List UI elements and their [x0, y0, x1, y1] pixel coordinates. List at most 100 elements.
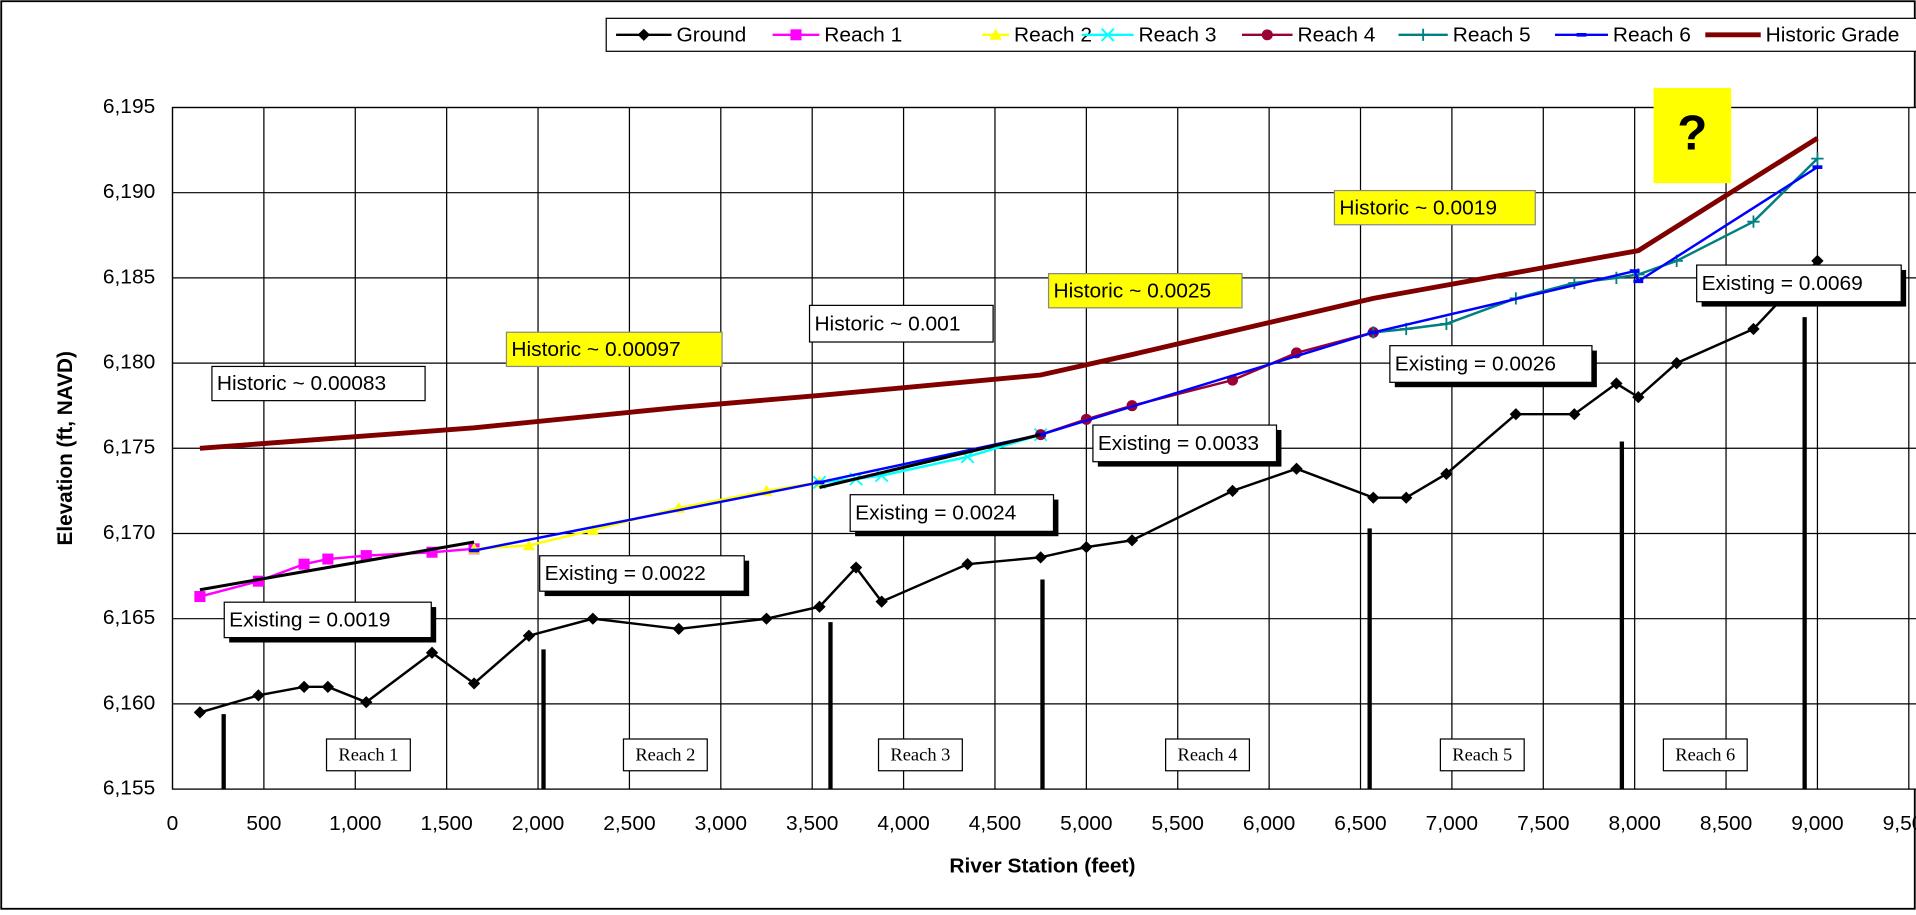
legend-label: Reach 2	[1014, 24, 1092, 47]
y-tick-label: 6,185	[103, 265, 155, 288]
marker	[252, 575, 264, 587]
marker	[1812, 165, 1823, 169]
marker	[1576, 32, 1587, 37]
x-tick-label: 0	[167, 812, 179, 835]
y-tick-label: 6,155	[103, 777, 155, 800]
annotation-box	[223, 601, 432, 639]
x-tick-label: 6,500	[1334, 812, 1386, 835]
trend-line	[819, 433, 1042, 489]
marker	[1367, 491, 1380, 504]
x-tick-label: 2,000	[512, 812, 564, 835]
marker	[1034, 551, 1047, 564]
marker	[1670, 356, 1683, 370]
marker	[1100, 28, 1115, 42]
x-tick-label: 1,500	[420, 812, 472, 835]
marker	[989, 28, 1002, 40]
marker	[252, 689, 265, 702]
legend-label: Ground	[676, 24, 746, 47]
marker	[522, 629, 536, 642]
annotation: Historic ~ 0.00097	[511, 338, 680, 361]
reach-label: Reach 3	[890, 744, 950, 764]
x-tick-label: 3,500	[786, 812, 838, 835]
x-tick-label: 7,500	[1517, 812, 1569, 835]
x-tick-label: 2,500	[603, 812, 655, 835]
annotation: Existing = 0.0069	[1702, 272, 1863, 295]
marker	[1811, 152, 1824, 165]
marker	[1261, 29, 1273, 41]
annotation-box	[1333, 189, 1536, 226]
annotation: ?	[1677, 107, 1707, 161]
legend: Ground Reach 1 Reach 2 Reach 3 Reach 4 Reach …	[605, 17, 1916, 52]
x-tick-label: 7,000	[1426, 812, 1478, 835]
marker	[1440, 467, 1453, 480]
annotation: Historic ~ 0.0025	[1053, 279, 1211, 302]
legend-label: Reach 5	[1453, 24, 1531, 47]
marker	[194, 591, 206, 603]
annotation-box	[539, 555, 745, 592]
x-tick-label: 500	[246, 812, 281, 835]
marker	[1290, 462, 1303, 475]
y-axis-label: Elevation (ft, NAVD)	[54, 351, 77, 545]
marker	[360, 550, 372, 562]
x-tick-label: 8,000	[1608, 812, 1660, 835]
x-tick-label: 6,000	[1243, 812, 1295, 835]
marker	[297, 680, 311, 693]
marker	[522, 539, 536, 551]
y-tick-label: 6,190	[103, 180, 155, 203]
reach-label-box	[877, 738, 963, 772]
reach-label-box	[622, 738, 708, 772]
y-tick-label: 6,165	[103, 606, 155, 629]
marker	[1416, 28, 1430, 41]
reach-label: Reach 1	[338, 744, 398, 764]
y-tick-label: 6,195	[103, 95, 155, 118]
x-tick-label: 1,000	[329, 812, 381, 835]
marker	[1610, 377, 1623, 390]
marker	[1440, 317, 1453, 331]
marker	[586, 523, 600, 535]
y-tick-label: 6,170	[103, 521, 155, 544]
marker	[1226, 484, 1239, 497]
annotation-box	[849, 494, 1055, 532]
reach-label: Reach 2	[635, 744, 695, 764]
legend-label: Reach 1	[824, 24, 902, 47]
reach-label: Reach 4	[1178, 744, 1238, 764]
marker	[637, 28, 650, 41]
x-tick-label: 3,000	[695, 812, 747, 835]
marker	[814, 480, 825, 485]
reach-label-box	[325, 738, 411, 772]
marker	[672, 622, 685, 636]
marker	[1747, 215, 1760, 228]
annotation-box	[1047, 273, 1243, 309]
marker	[1400, 491, 1413, 504]
marker	[193, 706, 207, 719]
annotation: Existing = 0.0026	[1395, 353, 1556, 376]
x-tick-label: 5,000	[1060, 812, 1112, 835]
marker	[425, 646, 439, 659]
annotation-box	[211, 365, 426, 402]
annotation-box	[1696, 264, 1902, 303]
marker	[469, 548, 480, 553]
marker	[426, 546, 438, 558]
annotation-box	[1653, 87, 1732, 184]
annotation: Existing = 0.0024	[855, 502, 1016, 525]
marker	[1568, 276, 1581, 290]
reach-label-box	[1662, 738, 1748, 772]
marker	[1125, 534, 1139, 547]
marker	[1633, 279, 1644, 284]
annotation-box	[1092, 424, 1278, 463]
x-tick-label: 8,500	[1700, 812, 1752, 835]
marker	[321, 680, 335, 693]
series-line	[199, 260, 1819, 714]
marker	[298, 558, 310, 570]
legend-label: Historic Grade	[1766, 24, 1900, 47]
series-line	[199, 136, 1819, 451]
x-tick-label: 4,000	[877, 812, 929, 835]
annotation: Existing = 0.0022	[545, 562, 706, 585]
y-tick-label: 6,175	[103, 436, 155, 459]
x-tick-label: 9,500	[1883, 812, 1916, 835]
marker	[1629, 269, 1640, 273]
x-axis-label: River Station (feet)	[949, 855, 1135, 878]
marker	[360, 696, 373, 709]
x-tick-label: 5,500	[1152, 812, 1204, 835]
